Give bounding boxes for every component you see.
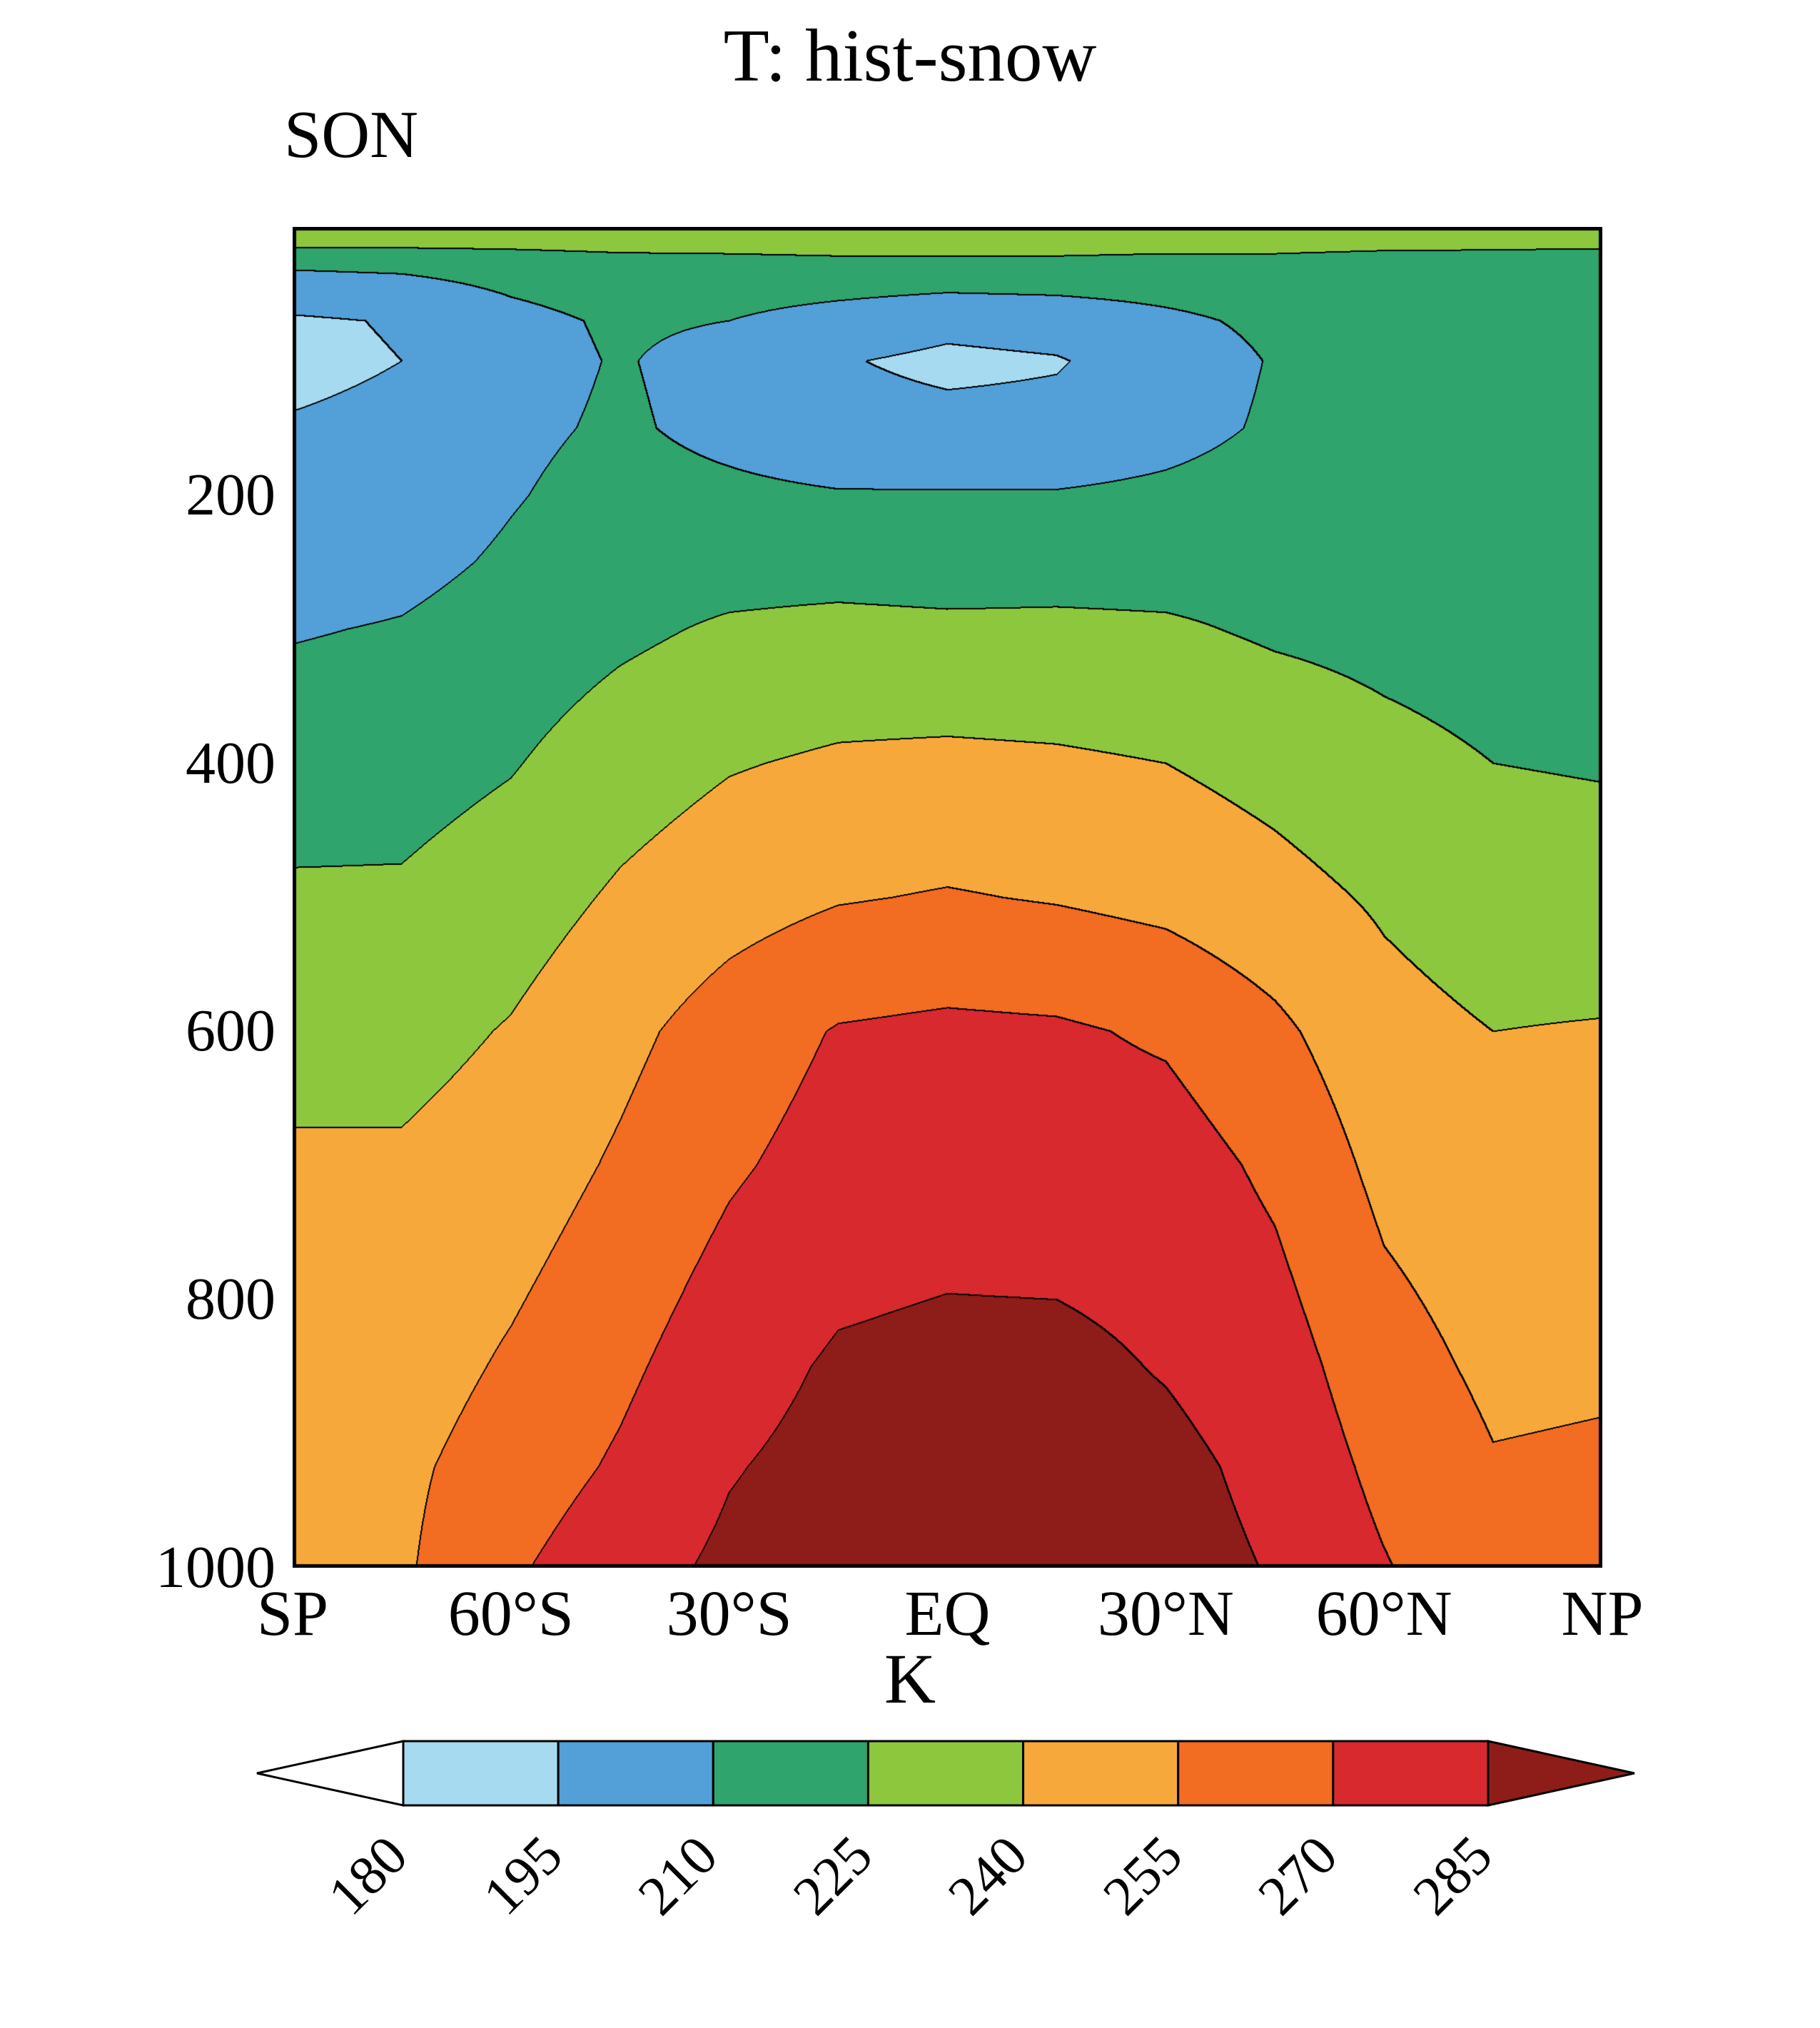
y-tick-label: 400	[186, 729, 275, 796]
y-tick-label: 800	[186, 1266, 275, 1333]
colorbar-tick-label: 255	[1091, 1824, 1193, 1927]
plot-title: T: hist-snow	[723, 14, 1097, 97]
colorbar-over-arrow	[1487, 1740, 1635, 1807]
y-tick-label: 600	[186, 998, 275, 1065]
colorbar-under-arrow	[256, 1740, 405, 1807]
y-tick-label: 200	[186, 461, 275, 528]
colorbar-tick-label: 180	[316, 1824, 419, 1927]
colorbar-bin	[866, 1740, 1025, 1807]
colorbar-bin	[1177, 1740, 1335, 1807]
y-tick-label: 1000	[156, 1534, 275, 1601]
x-tick-label: SP	[256, 1578, 329, 1649]
x-tick-label: 30°N	[1097, 1578, 1234, 1649]
colorbar-tick-label: 195	[471, 1824, 574, 1927]
colorbar-tick-label: 210	[626, 1824, 729, 1927]
x-tick-label: 60°N	[1315, 1578, 1452, 1649]
colorbar-tick-label: 240	[936, 1824, 1038, 1927]
x-tick-label: 60°S	[448, 1578, 574, 1649]
colorbar-unit-label: K	[884, 1639, 936, 1718]
colorbar-bin	[1332, 1740, 1490, 1807]
colorbar-bin	[712, 1740, 869, 1807]
colorbar-tick-label: 285	[1401, 1824, 1504, 1927]
x-tick-label: NP	[1561, 1578, 1644, 1649]
contour-plot	[293, 227, 1602, 1568]
colorbar-bin	[402, 1740, 560, 1807]
colorbar: 180 195 210 225 240 255 270 285	[256, 1740, 1635, 1927]
colorbar-bin	[557, 1740, 714, 1807]
colorbar-tick-label: 270	[1246, 1824, 1349, 1927]
x-tick-label: EQ	[904, 1578, 991, 1649]
x-tick-label: 30°S	[666, 1578, 792, 1649]
colorbar-bin	[1022, 1740, 1180, 1807]
colorbar-tick-label: 225	[781, 1824, 884, 1927]
season-label: SON	[284, 98, 419, 172]
